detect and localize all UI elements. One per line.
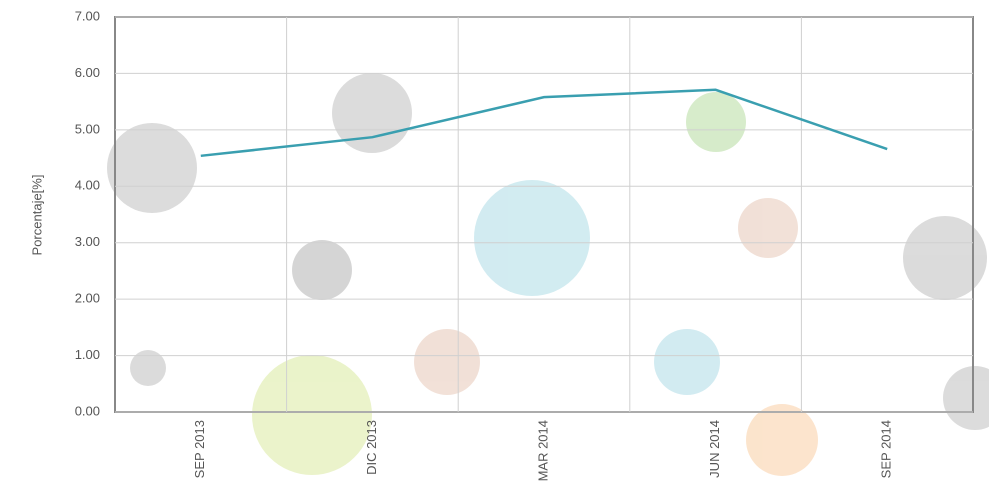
x-tick-label: JUN 2014 xyxy=(707,420,722,478)
line-series xyxy=(201,90,887,156)
background-icons xyxy=(107,73,989,476)
x-tick-label: SEP 2013 xyxy=(192,420,207,478)
y-tick-label: 2.00 xyxy=(75,291,100,306)
y-tick-label: 0.00 xyxy=(75,403,100,418)
y-tick-label: 5.00 xyxy=(75,121,100,136)
chart: Porcentaje[%] 0.00 1.00 2.00 3.00 4.00 5.00 6.… xyxy=(0,0,989,492)
y-tick-label: 4.00 xyxy=(75,178,100,193)
x-tick-label: DIC 2013 xyxy=(364,420,379,475)
y-tick-label: 3.00 xyxy=(75,234,100,249)
x-tick-label: SEP 2014 xyxy=(879,420,894,478)
x-tick-label: MAR 2014 xyxy=(535,420,550,481)
y-tick-label: 6.00 xyxy=(75,65,100,80)
y-tick-label: 7.00 xyxy=(75,8,100,23)
y-axis-label: Porcentaje[%] xyxy=(29,175,44,256)
y-tick-label: 1.00 xyxy=(75,347,100,362)
